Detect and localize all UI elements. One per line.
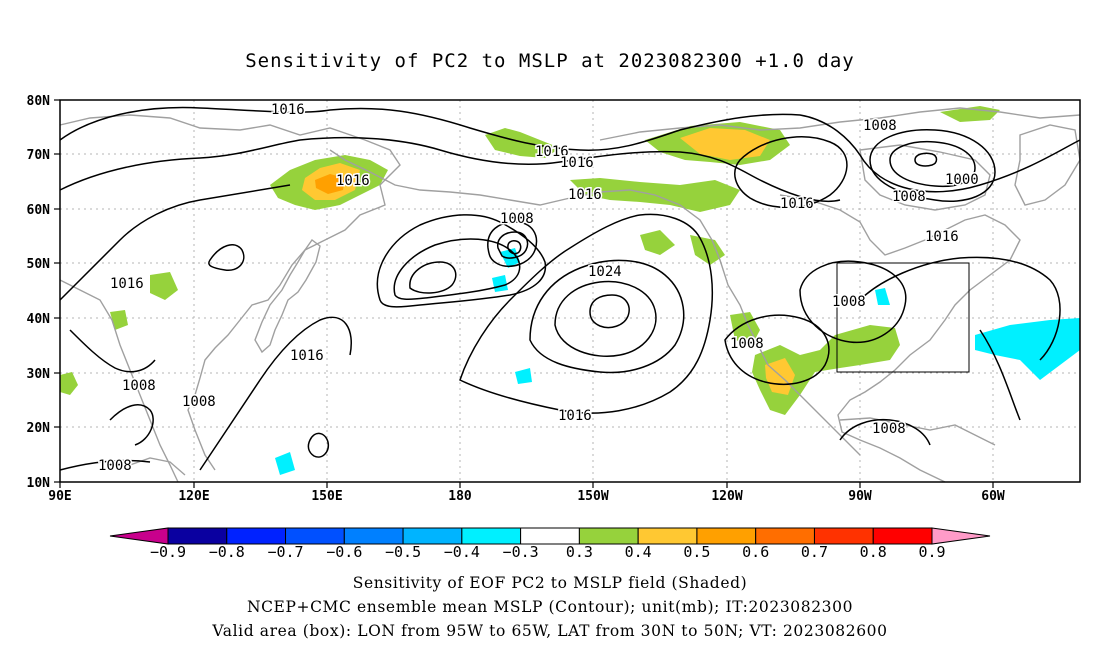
positive-patch-canada-mid — [640, 230, 675, 255]
sensitivity-shading — [60, 106, 1080, 475]
colorbar-cell — [696, 527, 757, 545]
contour-label: 1008 — [122, 378, 156, 394]
contour-label: 1016 — [336, 173, 370, 189]
colorbar-cell — [872, 527, 933, 545]
contour-label: 1008 — [730, 336, 764, 352]
colorbar-label: 0.5 — [683, 543, 710, 561]
mslp-contours — [59, 106, 1081, 471]
positive-patch-alaska-core — [680, 128, 770, 160]
contour-label: 1016 — [780, 196, 814, 212]
colorbar-cell — [402, 527, 463, 545]
colorbar-cell — [755, 527, 815, 545]
contour-label: 1016 — [925, 229, 959, 245]
lat-label: 30N — [27, 367, 51, 382]
lon-label: 150W — [577, 489, 608, 504]
colorbar-cell — [520, 527, 580, 545]
colorbar-labels: −0.9 −0.8 −0.7 −0.6 −0.5 −0.4 −0.3 0.3 0.4 0.5 0.6… — [150, 543, 946, 561]
colorbar-low-end-arrow — [109, 527, 169, 545]
colorbar-cell — [461, 527, 522, 545]
chart-title: Sensitivity of PC2 to MSLP at 2023082300… — [245, 50, 855, 72]
lon-label: 90W — [848, 489, 872, 504]
lon-label: 60W — [981, 489, 1005, 504]
contour-labels: 1016 1016 1016 1016 1008 1000 1008 1016 … — [97, 101, 981, 476]
lat-label: 20N — [27, 421, 51, 436]
colorbar-label: −0.4 — [444, 543, 480, 561]
positive-patch-tibet — [150, 272, 178, 300]
grid-lines — [60, 100, 1080, 482]
map-frame — [59, 99, 1081, 483]
contour-label: 1000 — [945, 172, 979, 188]
positive-patch-asia-south — [60, 372, 78, 395]
positive-patch-mexico — [752, 325, 900, 415]
colorbar-label: 0.6 — [742, 543, 769, 561]
lon-label: 120E — [178, 489, 209, 504]
longitude-labels: 90E 120E 150E 180 150W 120W 90W 60W — [48, 489, 1005, 504]
lat-label: 80N — [27, 94, 51, 109]
negative-patch-eastpac — [515, 368, 532, 384]
positive-patch-siberia-max — [315, 174, 345, 194]
colorbar-cells — [167, 527, 933, 545]
lat-label: 70N — [27, 148, 51, 163]
lon-label: 120W — [711, 489, 742, 504]
contour-label: 1016 — [558, 408, 592, 424]
valid-area-box — [836, 262, 970, 373]
colorbar-label: 0.9 — [918, 543, 945, 561]
contour-label: 1016 — [535, 144, 569, 160]
negative-patch-greatlakes — [875, 288, 890, 305]
latitude-labels: 80N 70N 60N 50N 40N 30N 20N 10N — [27, 94, 51, 491]
contour-label: 1016 — [290, 348, 324, 364]
lon-label: 180 — [448, 489, 472, 504]
negative-patch-atlantic — [975, 318, 1080, 380]
coastlines — [59, 107, 1081, 483]
contour-label: 1008 — [872, 421, 906, 437]
colorbar-cell — [578, 527, 639, 545]
colorbar-cell — [167, 527, 228, 545]
colorbar-cell — [637, 527, 698, 545]
colorbar-label: 0.4 — [625, 543, 652, 561]
colorbar-label: 0.3 — [566, 543, 593, 561]
lat-label: 10N — [27, 476, 51, 491]
lat-label: 40N — [27, 312, 51, 327]
contour-label: 1008 — [832, 294, 866, 310]
colorbar-label: 0.8 — [860, 543, 887, 561]
negative-patch-japan — [275, 452, 295, 475]
colorbar-label: 0.7 — [801, 543, 828, 561]
contour-label: 1008 — [863, 118, 897, 134]
colorbar-label: −0.9 — [150, 543, 186, 561]
caption-valid-area: Valid area (box): LON from 95W to 65W, L… — [212, 622, 888, 640]
contour-label: 1016 — [110, 276, 144, 292]
lon-label: 150E — [311, 489, 342, 504]
lon-label: 90E — [48, 489, 71, 504]
axis-ticks — [54, 99, 994, 488]
colorbar: −0.9 −0.8 −0.7 −0.6 −0.5 −0.4 −0.3 0.3 0.4 0.5 0.6… — [109, 527, 991, 561]
contour-label: 1016 — [271, 102, 305, 118]
caption-shading: Sensitivity of EOF PC2 to MSLP field (Sh… — [352, 574, 748, 592]
colorbar-label: −0.6 — [326, 543, 362, 561]
colorbar-cell — [813, 527, 874, 545]
positive-patch-arctic — [485, 128, 560, 158]
colorbar-cell — [226, 527, 287, 545]
contour-label: 1008 — [98, 458, 132, 474]
colorbar-label: −0.5 — [385, 543, 421, 561]
colorbar-label: −0.8 — [209, 543, 245, 561]
contour-label: 1008 — [182, 394, 216, 410]
colorbar-cell — [285, 527, 345, 545]
colorbar-cell — [343, 527, 404, 545]
lat-label: 60N — [27, 203, 51, 218]
contour-label: 1016 — [560, 155, 594, 171]
positive-patch-india — [110, 310, 128, 330]
contour-label: 1016 — [568, 187, 602, 203]
caption-contour: NCEP+CMC ensemble mean MSLP (Contour); u… — [246, 598, 854, 616]
lat-label: 50N — [27, 257, 51, 272]
colorbar-high-end-arrow — [931, 527, 991, 545]
colorbar-label: −0.7 — [267, 543, 303, 561]
positive-patch-canada-west — [690, 235, 725, 265]
contour-label: 1024 — [588, 264, 622, 280]
contour-label: 1008 — [892, 189, 926, 205]
colorbar-label: −0.3 — [503, 543, 539, 561]
contour-label: 1008 — [500, 211, 534, 227]
